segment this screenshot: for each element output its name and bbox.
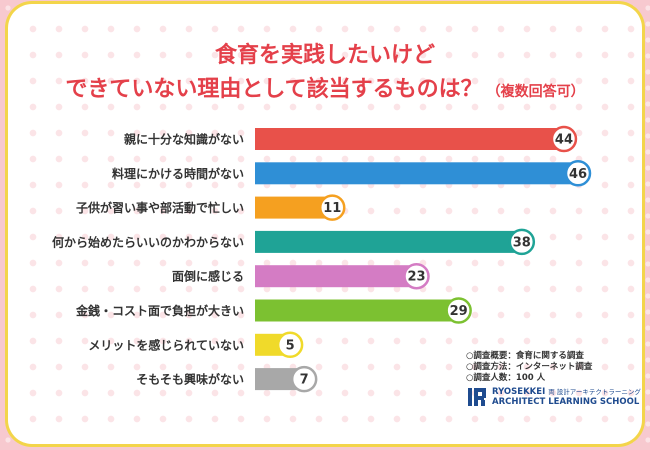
bar bbox=[255, 196, 333, 219]
survey-summary: ○調査概要：食育に関する調査 bbox=[466, 351, 584, 361]
value-label: 11 bbox=[323, 201, 341, 216]
category-label: そもそも興味がない bbox=[136, 372, 244, 387]
value-marker bbox=[403, 262, 430, 290]
category-label: メリットを感じられていない bbox=[88, 337, 244, 352]
value-label: 38 bbox=[513, 235, 531, 250]
chart-title-line1: 食育を実践したいけど bbox=[214, 43, 435, 68]
value-marker bbox=[318, 194, 346, 221]
logo-name-jp: 両 設計アーキテクトラーニング bbox=[548, 388, 641, 396]
value-marker bbox=[550, 125, 578, 153]
value-marker bbox=[564, 160, 592, 187]
value-label: 7 bbox=[300, 373, 309, 388]
bar bbox=[255, 299, 459, 322]
bar bbox=[255, 162, 578, 185]
value-marker bbox=[508, 228, 536, 256]
category-label: 子供が習い事や部活動で忙しい bbox=[76, 200, 244, 215]
category-label: 親に十分な知識がない bbox=[124, 132, 244, 147]
value-marker bbox=[276, 331, 304, 359]
value-label: 46 bbox=[569, 167, 587, 182]
ryosekkei-logo: RYOSEKKEI 両 設計アーキテクトラーニング ARCHITECT LEARN… bbox=[466, 386, 641, 408]
logo-mark-icon bbox=[466, 386, 488, 408]
logo-school: ARCHITECT LEARNING SCHOOL bbox=[492, 397, 640, 407]
value-label: 5 bbox=[286, 338, 295, 353]
value-label: 29 bbox=[450, 304, 468, 319]
category-label: 何から始めたらいいのかわからない bbox=[52, 234, 244, 249]
chart-card bbox=[14, 10, 636, 438]
bar bbox=[255, 128, 564, 150]
survey-count: ○調査人数：100 人 bbox=[466, 373, 546, 383]
survey-method: ○調査方法：インターネット調査 bbox=[466, 362, 593, 372]
survey-info: ○調査概要：食育に関する調査 ○調査方法：インターネット調査 ○調査人数：100… bbox=[466, 351, 592, 384]
category-label: 金銭・コスト面で負担が大きい bbox=[75, 303, 244, 318]
value-marker bbox=[290, 365, 318, 393]
category-label: 面倒に感じる bbox=[172, 269, 244, 284]
value-marker bbox=[445, 297, 472, 324]
bar bbox=[255, 230, 522, 253]
chart-title-note: （複数回答可） bbox=[486, 84, 585, 100]
chart-title-line2: できていない理由として該当するものは？ （複数回答可） bbox=[0, 75, 650, 107]
bar bbox=[255, 265, 417, 288]
category-label: 料理にかける時間がない bbox=[112, 166, 244, 181]
chart-title-main: できていない理由として該当するものは？ bbox=[65, 77, 483, 102]
bar bbox=[255, 368, 305, 391]
value-label: 44 bbox=[555, 133, 573, 148]
logo-name: RYOSEKKEI bbox=[492, 387, 546, 397]
value-label: 23 bbox=[407, 270, 425, 285]
